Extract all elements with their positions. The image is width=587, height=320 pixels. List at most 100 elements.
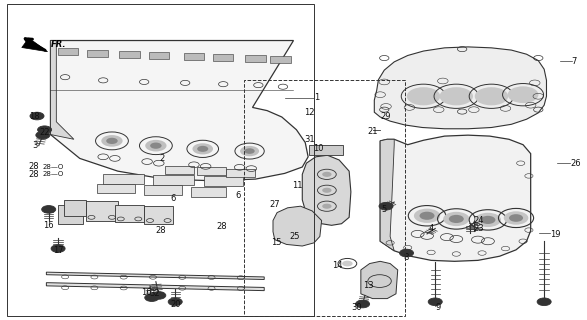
Bar [86, 201, 118, 220]
Bar [6, 4, 314, 316]
Text: 32: 32 [150, 289, 160, 298]
Text: 2: 2 [159, 154, 164, 163]
Circle shape [106, 138, 118, 144]
Text: 31: 31 [304, 135, 315, 144]
Circle shape [240, 146, 259, 156]
Text: 27: 27 [269, 200, 280, 209]
Circle shape [440, 87, 473, 105]
Text: 8: 8 [404, 253, 409, 262]
Polygon shape [50, 41, 74, 139]
Text: 1: 1 [314, 93, 319, 102]
Circle shape [379, 202, 393, 210]
Bar [213, 54, 234, 61]
Text: 17: 17 [53, 246, 63, 255]
Text: 28—O: 28—O [43, 171, 64, 177]
Text: 26: 26 [570, 159, 581, 168]
Circle shape [33, 114, 41, 118]
Bar [149, 52, 169, 59]
Circle shape [39, 133, 46, 137]
Circle shape [509, 214, 523, 222]
Circle shape [504, 211, 528, 225]
Text: 14: 14 [332, 261, 343, 270]
Circle shape [171, 300, 178, 304]
Bar [144, 206, 173, 224]
Circle shape [156, 293, 163, 297]
Polygon shape [302, 155, 351, 225]
Polygon shape [273, 206, 322, 246]
Bar [144, 186, 182, 195]
Text: 9: 9 [435, 303, 440, 312]
Circle shape [42, 205, 56, 213]
Circle shape [407, 87, 440, 105]
Circle shape [244, 148, 255, 154]
Circle shape [193, 143, 213, 155]
Circle shape [168, 298, 182, 306]
Text: 28: 28 [217, 222, 227, 231]
Circle shape [400, 249, 414, 257]
Circle shape [537, 298, 551, 306]
Circle shape [36, 131, 50, 139]
Circle shape [356, 300, 370, 308]
Polygon shape [361, 261, 398, 299]
Circle shape [322, 188, 332, 193]
Text: 15: 15 [271, 238, 281, 247]
Circle shape [150, 142, 161, 149]
Text: 22: 22 [39, 128, 50, 137]
Polygon shape [46, 283, 264, 291]
Bar [58, 204, 83, 224]
Circle shape [38, 126, 52, 133]
Bar [271, 56, 291, 63]
Bar [226, 169, 255, 177]
Circle shape [41, 128, 48, 132]
Text: 28: 28 [155, 226, 166, 235]
Text: 18: 18 [29, 113, 40, 122]
Circle shape [152, 292, 166, 299]
Text: 12: 12 [304, 108, 315, 117]
Circle shape [414, 209, 440, 223]
Circle shape [322, 204, 332, 209]
Text: 5: 5 [382, 205, 387, 214]
Text: 28: 28 [29, 162, 39, 171]
Bar [245, 54, 266, 61]
Circle shape [145, 294, 159, 301]
Text: FR.: FR. [51, 40, 66, 49]
Text: 19: 19 [550, 230, 561, 239]
Bar [184, 53, 204, 60]
Circle shape [359, 302, 366, 306]
Circle shape [508, 86, 538, 103]
Text: 23: 23 [474, 224, 484, 233]
Polygon shape [22, 38, 48, 52]
Circle shape [403, 251, 410, 255]
Circle shape [149, 296, 156, 300]
Circle shape [55, 247, 62, 251]
Circle shape [30, 112, 44, 120]
Text: 16: 16 [43, 221, 54, 230]
Circle shape [45, 207, 52, 211]
Circle shape [197, 146, 208, 152]
Circle shape [541, 300, 548, 304]
Polygon shape [50, 41, 308, 181]
Polygon shape [375, 47, 546, 129]
Polygon shape [380, 135, 531, 261]
Text: 20: 20 [170, 300, 180, 309]
Bar [103, 174, 144, 184]
Bar [87, 50, 107, 57]
Bar [309, 145, 343, 155]
Text: 30: 30 [352, 303, 362, 312]
Bar [165, 166, 194, 174]
Text: 3: 3 [32, 141, 38, 150]
Bar [64, 200, 86, 216]
Bar [115, 204, 144, 222]
Text: 10: 10 [313, 144, 324, 153]
Text: 28—O: 28—O [43, 164, 64, 170]
Text: 29: 29 [381, 113, 392, 122]
Text: 11: 11 [292, 181, 302, 190]
Circle shape [322, 172, 332, 177]
Text: 21: 21 [367, 127, 378, 136]
Bar [197, 167, 226, 175]
Text: 6: 6 [171, 194, 176, 203]
Circle shape [480, 216, 495, 224]
Bar [58, 48, 78, 55]
Bar [97, 184, 136, 194]
Bar [119, 51, 140, 58]
